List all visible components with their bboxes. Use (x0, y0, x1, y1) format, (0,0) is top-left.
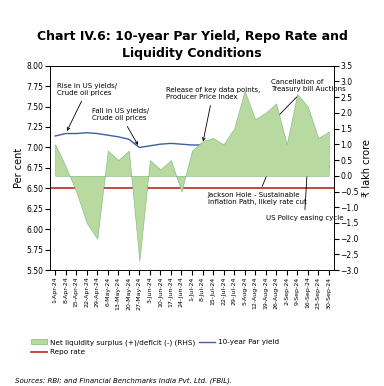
Text: Sources: RBI; and Financial Benchmarks India Pvt. Ltd. (FBIL).: Sources: RBI; and Financial Benchmarks I… (15, 378, 232, 384)
Text: Release of key data points,
Producer Price Index: Release of key data points, Producer Pri… (166, 87, 260, 141)
Y-axis label: ₹ lakh crore: ₹ lakh crore (362, 139, 372, 197)
Text: US Policy easing cycle: US Policy easing cycle (266, 166, 343, 221)
Text: Jackson Hole - Sustainable
inflation Path, likely rate cut: Jackson Hole - Sustainable inflation Pat… (208, 157, 306, 205)
Text: Rise in US yields/
Crude oil prices: Rise in US yields/ Crude oil prices (57, 83, 118, 130)
Legend: Net liquidity surplus (+)/deficit (-) (RHS), Repo rate, 10-year Par yield: Net liquidity surplus (+)/deficit (-) (R… (31, 339, 279, 356)
Text: Fall in US yields/
Crude oil prices: Fall in US yields/ Crude oil prices (92, 108, 149, 144)
Title: Chart IV.6: 10-year Par Yield, Repo Rate and
Liquidity Conditions: Chart IV.6: 10-year Par Yield, Repo Rate… (36, 30, 348, 60)
Y-axis label: Per cent: Per cent (14, 148, 24, 188)
Text: Cancellation of
Treasury bill Auctions: Cancellation of Treasury bill Auctions (247, 79, 346, 147)
